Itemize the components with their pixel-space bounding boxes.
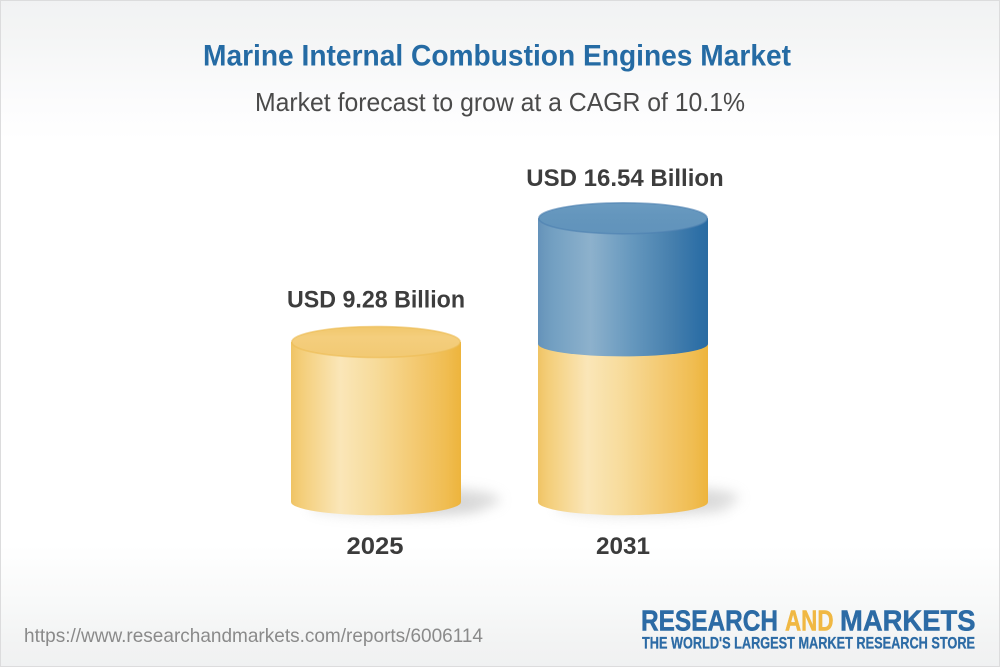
svg-text:USD 16.54 Billion: USD 16.54 Billion xyxy=(526,165,723,192)
svg-text:Marine Internal Combustion Eng: Marine Internal Combustion Engines Marke… xyxy=(203,40,791,73)
svg-text:MARKETS: MARKETS xyxy=(840,606,976,638)
svg-text:RESEARCH: RESEARCH xyxy=(641,606,778,638)
svg-text:2025: 2025 xyxy=(347,533,404,560)
svg-text:https://www.researchandmarkets: https://www.researchandmarkets.com/repor… xyxy=(24,626,483,647)
svg-text:THE WORLD'S LARGEST MARKET RES: THE WORLD'S LARGEST MARKET RESEARCH STOR… xyxy=(642,635,975,653)
svg-text:AND: AND xyxy=(785,606,834,638)
svg-text:2031: 2031 xyxy=(596,533,650,560)
svg-text:Market forecast to grow at a C: Market forecast to grow at a CAGR of 10.… xyxy=(255,87,745,117)
svg-text:USD 9.28 Billion: USD 9.28 Billion xyxy=(287,287,465,314)
